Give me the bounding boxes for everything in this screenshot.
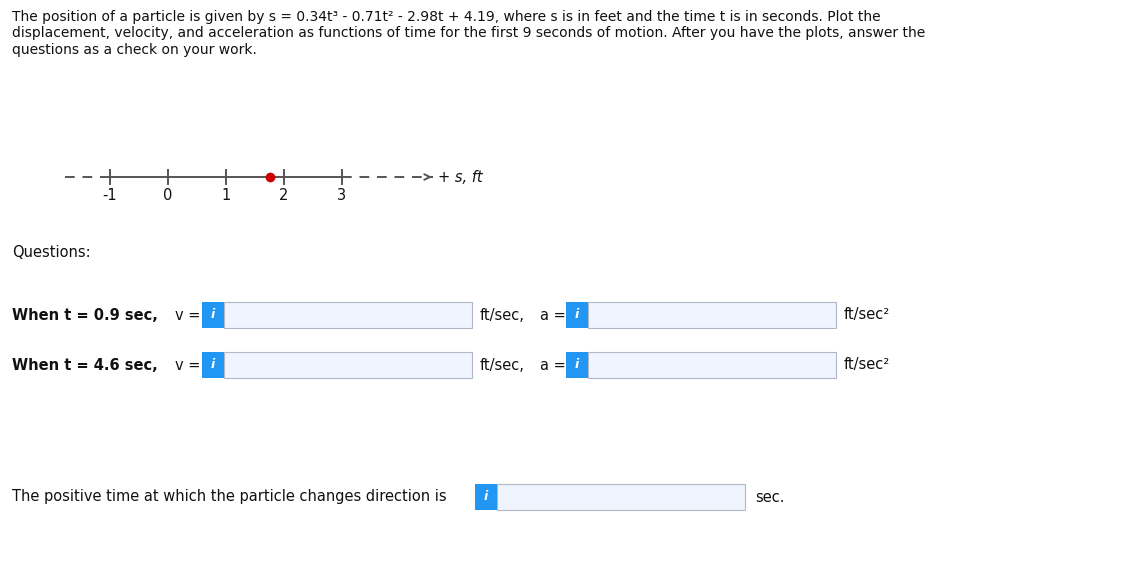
Text: ft/sec²: ft/sec² <box>844 358 890 373</box>
Text: When t = 4.6 sec,: When t = 4.6 sec, <box>11 358 158 373</box>
Text: sec.: sec. <box>755 489 785 505</box>
Text: 1: 1 <box>221 188 231 203</box>
Text: a =: a = <box>540 358 565 373</box>
Text: i: i <box>484 490 489 503</box>
Text: ft/sec²: ft/sec² <box>844 307 890 323</box>
FancyBboxPatch shape <box>475 484 497 510</box>
FancyBboxPatch shape <box>224 352 473 378</box>
Text: Questions:: Questions: <box>11 245 91 260</box>
Text: i: i <box>211 308 216 321</box>
Text: The position of a particle is given by s = 0.34t³ - 0.71t² - 2.98t + 4.19, where: The position of a particle is given by s… <box>11 10 881 24</box>
FancyBboxPatch shape <box>588 352 836 378</box>
Text: ft/sec,: ft/sec, <box>479 358 525 373</box>
FancyBboxPatch shape <box>202 302 224 328</box>
Text: ft/sec,: ft/sec, <box>479 307 525 323</box>
Text: i: i <box>575 358 579 371</box>
FancyBboxPatch shape <box>202 352 224 378</box>
Text: v =: v = <box>175 358 201 373</box>
Text: -1: -1 <box>103 188 117 203</box>
Text: The positive time at which the particle changes direction is: The positive time at which the particle … <box>11 489 446 505</box>
Text: 3: 3 <box>337 188 346 203</box>
FancyBboxPatch shape <box>224 302 473 328</box>
Text: When t = 0.9 sec,: When t = 0.9 sec, <box>11 307 158 323</box>
FancyBboxPatch shape <box>565 302 588 328</box>
Text: i: i <box>211 358 216 371</box>
Text: a =: a = <box>540 307 565 323</box>
Text: + s, ft: + s, ft <box>438 170 483 184</box>
FancyBboxPatch shape <box>588 302 836 328</box>
Text: v =: v = <box>175 307 201 323</box>
Text: questions as a check on your work.: questions as a check on your work. <box>11 43 257 57</box>
FancyBboxPatch shape <box>497 484 746 510</box>
Text: 2: 2 <box>280 188 289 203</box>
FancyBboxPatch shape <box>565 352 588 378</box>
Text: 0: 0 <box>163 188 173 203</box>
Text: displacement, velocity, and acceleration as functions of time for the first 9 se: displacement, velocity, and acceleration… <box>11 27 926 40</box>
Text: i: i <box>575 308 579 321</box>
